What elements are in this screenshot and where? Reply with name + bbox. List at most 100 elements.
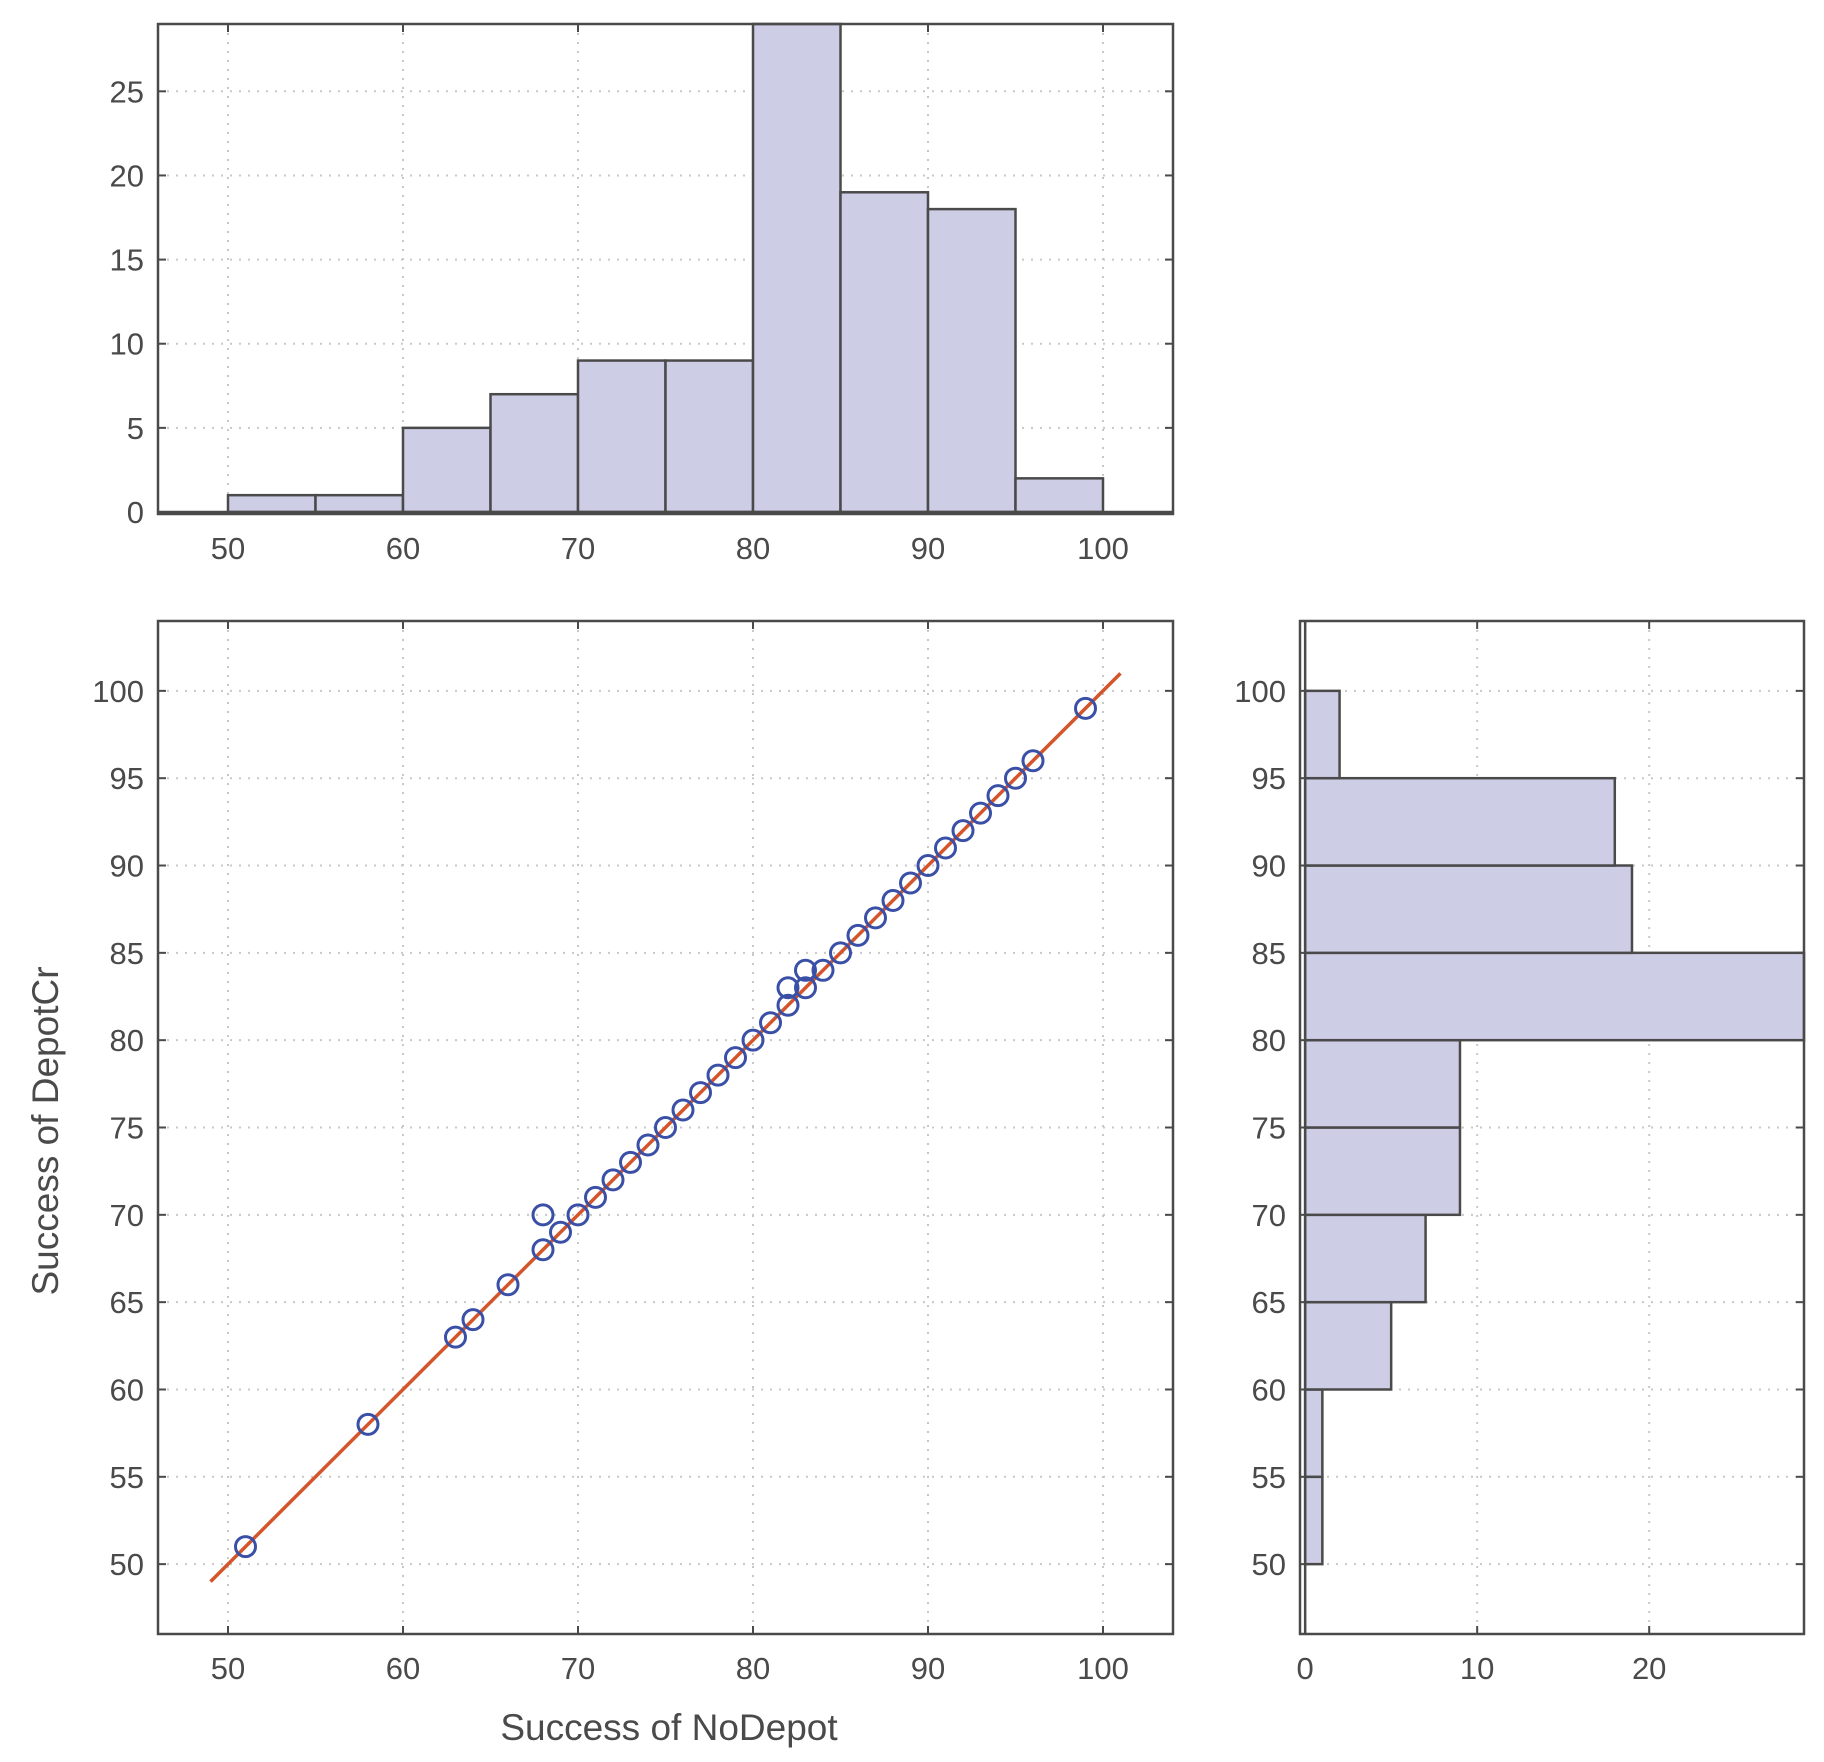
scatter-point bbox=[776, 993, 800, 1017]
y-tick-label: 20 bbox=[110, 158, 144, 193]
scatter-point bbox=[356, 1412, 380, 1436]
y-tick-label: 70 bbox=[1252, 1198, 1286, 1233]
y-tick-label: 15 bbox=[110, 243, 144, 278]
x-tick-label: 70 bbox=[561, 1651, 595, 1686]
y-tick-label: 50 bbox=[110, 1547, 144, 1582]
scatter-point bbox=[461, 1308, 485, 1332]
y-tick-label: 85 bbox=[110, 936, 144, 971]
scatter-point bbox=[846, 923, 870, 947]
histogram-bar bbox=[1303, 689, 1341, 780]
y-tick-label: 70 bbox=[110, 1198, 144, 1233]
histogram-bar bbox=[1303, 1213, 1427, 1304]
y-tick-label: 80 bbox=[110, 1023, 144, 1058]
axes-frame bbox=[1298, 619, 1806, 1636]
x-axis-title: Success of NoDepot bbox=[500, 1707, 838, 1748]
x-tick-label: 80 bbox=[736, 531, 770, 566]
x-tick-label: 50 bbox=[211, 531, 245, 566]
y-tick-label: 65 bbox=[1252, 1285, 1286, 1320]
x-tick-label: 100 bbox=[1077, 1651, 1129, 1686]
histogram-bar bbox=[751, 22, 842, 514]
scatter-point bbox=[531, 1203, 555, 1227]
fit-line bbox=[209, 672, 1122, 1583]
histogram-bar bbox=[1303, 1126, 1462, 1217]
scatter-point bbox=[444, 1325, 467, 1349]
scatter-point bbox=[899, 871, 922, 895]
y-tick-label: 50 bbox=[1252, 1547, 1286, 1582]
y-tick-label: 55 bbox=[110, 1460, 144, 1495]
histogram-bar bbox=[401, 426, 492, 514]
histogram-bar bbox=[1303, 776, 1617, 867]
scatter-point bbox=[759, 1011, 782, 1035]
y-tick-label: 95 bbox=[110, 761, 144, 796]
y-tick-label: 100 bbox=[1234, 674, 1286, 709]
x-tick-label: 0 bbox=[1297, 1651, 1314, 1686]
scatter-point bbox=[776, 976, 800, 1000]
y-tick-label: 90 bbox=[110, 849, 144, 884]
scatter-point bbox=[601, 1168, 625, 1192]
scatter-point bbox=[951, 819, 975, 843]
scatter-point bbox=[234, 1535, 257, 1559]
scatter-point bbox=[619, 1150, 642, 1174]
y-tick-label: 60 bbox=[1252, 1372, 1286, 1407]
y-axis-title: Success of DepotCr bbox=[25, 966, 66, 1295]
y-tick-label: 0 bbox=[127, 495, 144, 530]
histogram-bar bbox=[839, 191, 930, 514]
scatter-point bbox=[934, 836, 957, 860]
histogram-bar bbox=[1014, 477, 1105, 514]
y-tick-label: 75 bbox=[1252, 1111, 1286, 1146]
x-tick-label: 90 bbox=[911, 1651, 945, 1686]
x-tick-label: 60 bbox=[386, 531, 420, 566]
histogram-bar bbox=[314, 493, 405, 514]
scatter-point bbox=[881, 888, 905, 912]
histogram-bar bbox=[1303, 1038, 1462, 1129]
x-tick-label: 70 bbox=[561, 531, 595, 566]
scatter-point bbox=[531, 1238, 555, 1262]
y-tick-label: 85 bbox=[1252, 936, 1286, 971]
scatter-point bbox=[916, 854, 940, 878]
x-tick-label: 50 bbox=[211, 1651, 245, 1686]
x-tick-label: 20 bbox=[1632, 1651, 1666, 1686]
scatter-point bbox=[654, 1116, 677, 1139]
x-tick-label: 60 bbox=[386, 1651, 420, 1686]
y-tick-label: 55 bbox=[1252, 1460, 1286, 1495]
scatter-point bbox=[741, 1028, 765, 1052]
scatter-point bbox=[1004, 766, 1027, 790]
scatter-point bbox=[549, 1220, 572, 1244]
histogram-bar bbox=[1303, 1300, 1393, 1391]
y-tick-label: 90 bbox=[1252, 849, 1286, 884]
y-tick-label: 75 bbox=[110, 1111, 144, 1146]
histogram-bar bbox=[226, 493, 317, 514]
histogram-bar bbox=[489, 392, 580, 514]
y-tick-label: 100 bbox=[92, 674, 144, 709]
y-tick-label: 5 bbox=[127, 411, 144, 446]
histogram-bar bbox=[664, 359, 755, 514]
top-histogram-panel: 50 60 70 80 90 100 0 5 10 15 20 25 bbox=[110, 22, 1175, 566]
y-tick-label: 25 bbox=[110, 74, 144, 109]
histogram-bar bbox=[1303, 864, 1634, 955]
right-histogram-panel: 0 10 20 50 55 60 65 70 75 80 85 90 95 100 bbox=[1234, 619, 1806, 1686]
scatter-point bbox=[864, 906, 887, 930]
x-tick-label: 80 bbox=[736, 1651, 770, 1686]
histogram-bar bbox=[1303, 1475, 1324, 1566]
axes-frame bbox=[156, 22, 1175, 516]
scatter-point bbox=[794, 958, 817, 982]
y-tick-label: 60 bbox=[110, 1372, 144, 1407]
scatter-point bbox=[724, 1046, 747, 1070]
scatter-point bbox=[829, 941, 852, 965]
x-tick-label: 100 bbox=[1077, 531, 1129, 566]
scatter-point bbox=[706, 1063, 730, 1087]
scatter-point bbox=[671, 1098, 695, 1122]
y-tick-label: 80 bbox=[1252, 1023, 1286, 1058]
scatter-point bbox=[986, 784, 1010, 808]
scatter-panel: 50 60 70 80 90 100 50 55 60 65 70 75 80 85 90 95 100 bbox=[92, 619, 1175, 1686]
histogram-bar bbox=[1303, 1388, 1324, 1479]
scatter-point bbox=[566, 1203, 590, 1227]
scatter-point bbox=[811, 958, 835, 982]
scatter-point bbox=[1074, 696, 1097, 720]
y-tick-label: 10 bbox=[110, 327, 144, 362]
scatter-point bbox=[496, 1273, 520, 1297]
x-tick-label: 10 bbox=[1460, 1651, 1494, 1686]
y-tick-label: 65 bbox=[110, 1285, 144, 1320]
axes-frame bbox=[156, 619, 1175, 1636]
